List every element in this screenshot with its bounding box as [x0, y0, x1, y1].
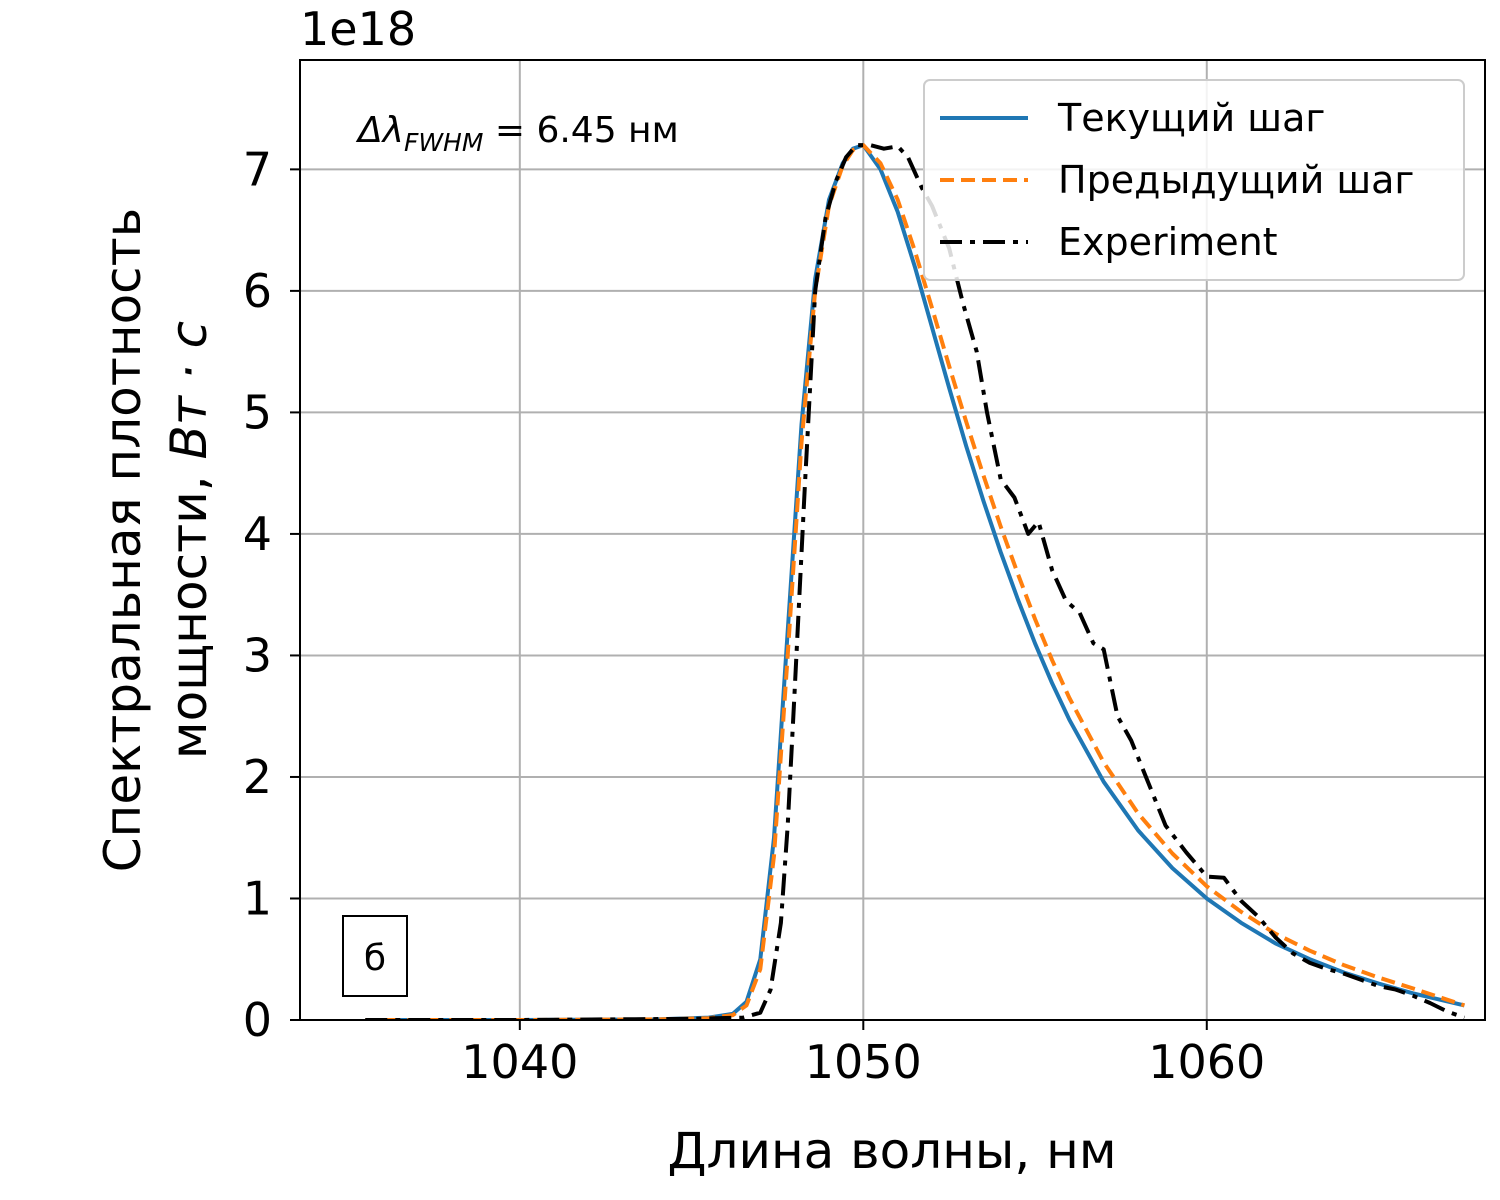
panel-label: б — [342, 915, 408, 997]
legend: Текущий шаг Предыдущий шаг Experiment — [923, 79, 1465, 281]
y-axis-label-line1: Спектральная плотность — [94, 208, 152, 873]
y-axis-label-line2: мощности, Вт · с — [160, 321, 218, 759]
panel-label-text: б — [364, 938, 386, 979]
panel-label-box — [342, 915, 408, 997]
x-tick-label: 1060 — [1148, 1035, 1265, 1089]
y-tick-label: 2 — [243, 750, 272, 804]
plot-frame — [299, 59, 1486, 1021]
legend-label-1: Предыдущий шаг — [1058, 158, 1414, 202]
series-line-1 — [365, 143, 1466, 1020]
y-axis-ticks: 0 1 2 3 4 5 6 7 — [243, 142, 300, 1047]
x-tick-label: 1040 — [461, 1035, 578, 1089]
y-tick-label: 4 — [243, 507, 272, 561]
svg-text:ΔλFWHM = 6.45 нм: ΔλFWHM = 6.45 нм — [355, 110, 679, 157]
series-layer — [365, 143, 1466, 1020]
fwhm-delta: Δλ — [355, 110, 404, 151]
x-tick-label: 1050 — [805, 1035, 922, 1089]
x-axis-ticks: 1040 1050 1060 — [461, 1020, 1265, 1089]
y-tick-label: 3 — [243, 628, 272, 682]
y-tick-label: 7 — [243, 142, 272, 196]
y-axis-unit: Вт · с — [160, 321, 218, 460]
fwhm-subscript: FWHM — [404, 128, 483, 157]
legend-label-0: Текущий шаг — [1057, 96, 1325, 140]
fwhm-value: = 6.45 нм — [483, 110, 678, 151]
fwhm-annotation: ΔλFWHM = 6.45 нм — [355, 110, 679, 157]
legend-label-2: Experiment — [1058, 220, 1278, 264]
legend-box — [923, 79, 1465, 281]
offset-text: 1e18 — [300, 2, 416, 56]
y-tick-label: 6 — [243, 264, 272, 318]
y-tick-label: 5 — [243, 385, 272, 439]
y-tick-label: 1 — [243, 871, 272, 925]
y-tick-label: 0 — [243, 993, 272, 1047]
y-axis-label-prefix: мощности, — [160, 475, 218, 759]
series-line-2 — [365, 143, 1466, 1020]
x-axis-label: Длина волны, нм — [667, 1122, 1116, 1180]
y-axis-label: Спектральная плотность мощности, Вт · с — [94, 208, 218, 873]
